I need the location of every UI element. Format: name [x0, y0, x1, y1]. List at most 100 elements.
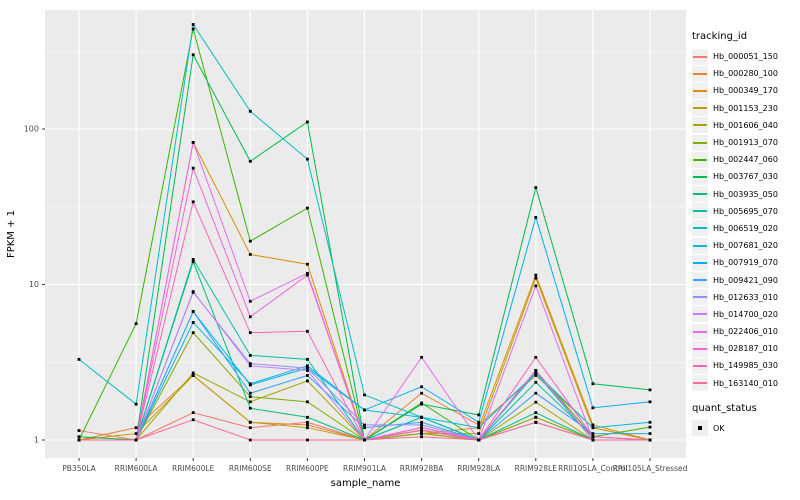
data-point [306, 438, 309, 442]
x-tick-label: RRII105LA_Stressed [613, 464, 688, 473]
data-point [191, 258, 195, 261]
legend-key-line-icon [692, 82, 708, 99]
data-point [191, 411, 195, 415]
legend-item-label: Hb_001153_230 [713, 103, 778, 113]
data-point [134, 402, 138, 406]
legend-item-label: Hb_002447_060 [713, 155, 778, 165]
legend-entries: Hb_000051_150 Hb_000280_100 Hb_000349_170 H… [692, 48, 798, 392]
data-point [248, 391, 252, 395]
data-point [248, 406, 252, 410]
legend-item-label: Hb_000280_100 [713, 69, 778, 79]
legend-key-line-icon [692, 220, 708, 237]
data-point [591, 426, 595, 430]
legend-key-line-icon [692, 203, 708, 220]
data-point [134, 432, 138, 435]
legend-item: Hb_163140_010 [692, 375, 798, 392]
legend-key-line-icon [692, 100, 708, 117]
x-tick-label: PB350LA [62, 464, 96, 473]
legend-key-line-icon [692, 48, 708, 65]
x-tick-label: RRIM928BA [400, 464, 445, 473]
data-point [420, 426, 423, 430]
data-point [420, 420, 423, 424]
data-point [191, 371, 195, 375]
legend-item: Hb_007681_020 [692, 237, 798, 254]
data-point [534, 284, 538, 288]
x-tick-label: RRII105LA_Control [558, 464, 628, 473]
plot-panel [45, 10, 686, 458]
data-point [248, 299, 252, 303]
data-point [306, 206, 309, 210]
legend-item-label: Hb_028187_010 [713, 344, 778, 354]
data-point [534, 411, 538, 415]
data-point [248, 400, 252, 404]
data-point [648, 420, 652, 424]
legend-item-label: OK [713, 423, 725, 433]
data-point [591, 423, 595, 427]
data-point [591, 432, 595, 435]
data-point [248, 315, 252, 319]
data-point [306, 157, 309, 161]
data-point [248, 364, 252, 368]
data-point [191, 331, 195, 335]
data-point [363, 423, 366, 427]
data-point [191, 290, 195, 294]
data-point [191, 321, 195, 324]
data-point [77, 438, 81, 442]
data-point [306, 271, 309, 275]
data-point [191, 200, 195, 204]
x-tick-label: RRIM600PE [286, 464, 329, 473]
data-point [306, 273, 309, 277]
data-point [420, 415, 423, 419]
data-point [191, 27, 195, 31]
data-point [420, 385, 423, 389]
data-point [306, 415, 309, 419]
data-point [477, 420, 481, 424]
data-point [534, 273, 538, 277]
data-point [77, 435, 81, 439]
data-point [77, 357, 81, 361]
data-point [248, 420, 252, 424]
legend-item: Hb_022406_010 [692, 323, 798, 340]
data-point [420, 391, 423, 395]
x-tick-label: RRIM600SE [229, 464, 272, 473]
data-point [191, 141, 195, 144]
data-point [477, 413, 481, 417]
data-point [591, 438, 595, 442]
legend-item: Hb_007919_070 [692, 254, 798, 271]
data-point [191, 53, 195, 57]
legend-item-label: Hb_000349_170 [713, 86, 778, 96]
data-point [534, 276, 538, 280]
legend: tracking_id Hb_000051_150 Hb_000280_100 Hb… [692, 31, 798, 437]
data-point [477, 438, 481, 442]
data-point [248, 253, 252, 256]
legend-item-ok: OK [692, 420, 798, 437]
legend-item-label: Hb_149985_030 [713, 361, 778, 371]
data-point [420, 402, 423, 406]
data-point [534, 369, 538, 372]
data-point [306, 379, 309, 383]
data-point [534, 374, 538, 377]
legend-key-line-icon [692, 375, 708, 392]
data-point [363, 408, 366, 412]
data-point [191, 260, 195, 264]
x-tick-label: RRIM928LA [457, 464, 501, 473]
legend-item: Hb_012633_010 [692, 289, 798, 306]
legend-key-line-icon [692, 272, 708, 289]
legend-title-tracking-id: tracking_id [692, 31, 748, 42]
data-point [306, 426, 309, 430]
legend-item-label: Hb_012633_010 [713, 292, 778, 302]
legend-key-line-icon [692, 306, 708, 323]
legend-item-label: Hb_000051_150 [713, 52, 778, 62]
legend-key-line-icon [692, 151, 708, 168]
legend-item: Hb_003935_050 [692, 186, 798, 203]
data-point [306, 357, 309, 361]
data-point [363, 393, 366, 397]
legend-item: Hb_005695_070 [692, 203, 798, 220]
legend-item-label: Hb_001606_040 [713, 120, 778, 130]
data-point [363, 426, 366, 430]
data-point [534, 380, 538, 384]
data-point [534, 391, 538, 395]
data-point [248, 382, 252, 386]
data-point [248, 331, 252, 335]
